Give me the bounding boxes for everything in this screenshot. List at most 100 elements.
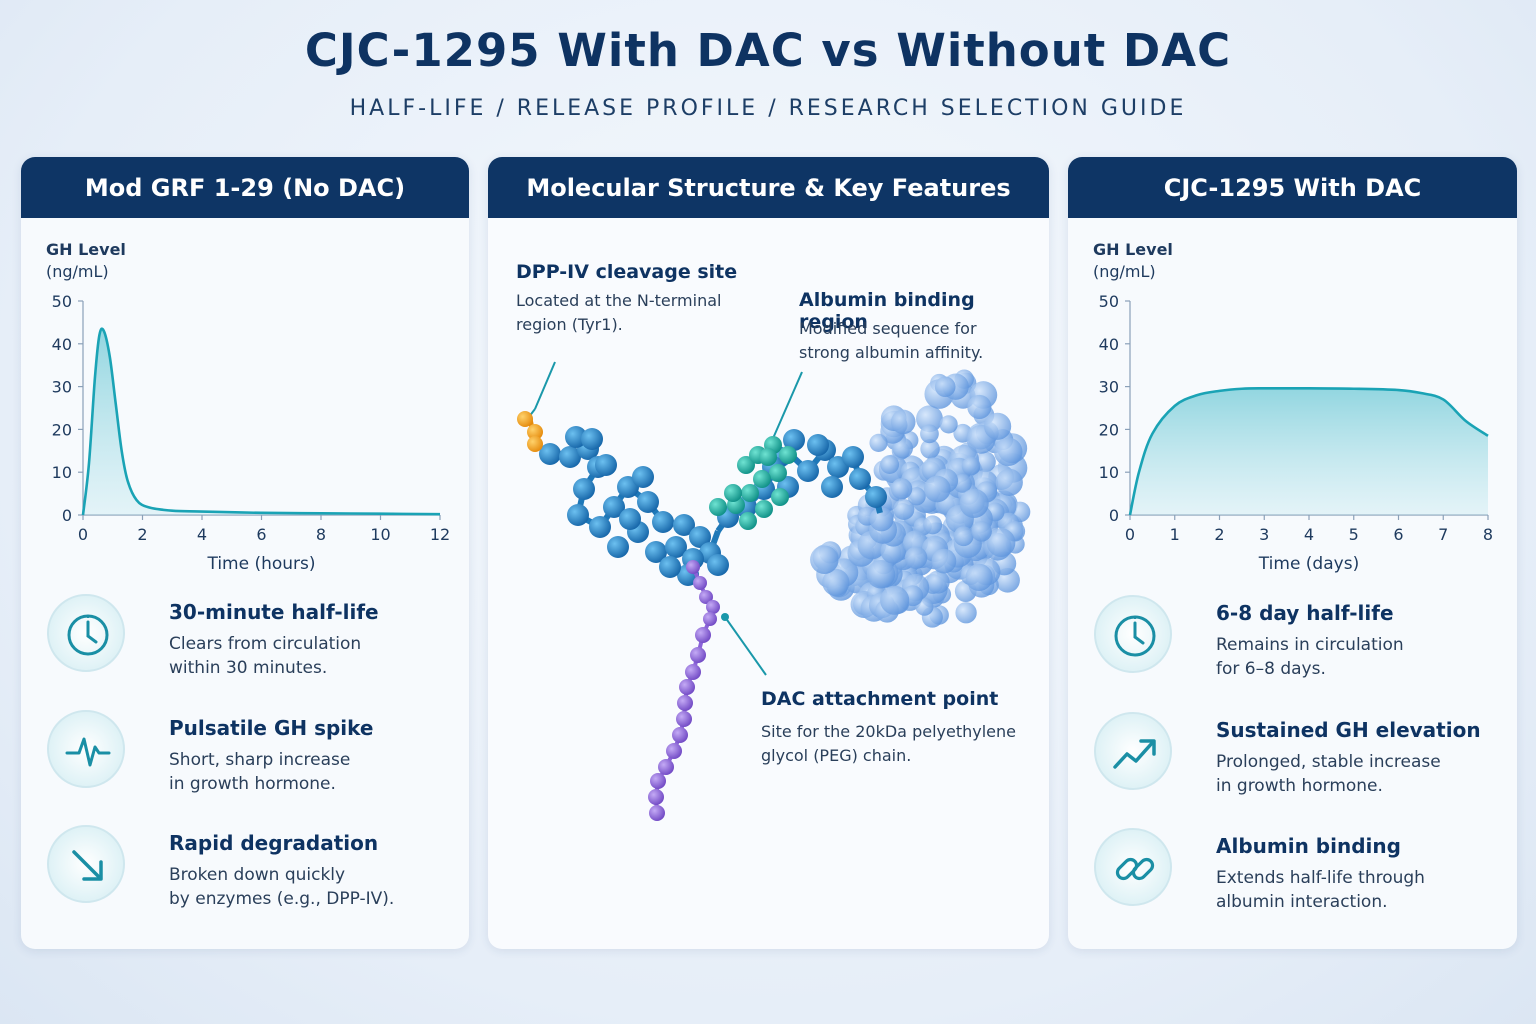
backbone-atom bbox=[865, 486, 887, 508]
cleavage-atom bbox=[527, 436, 543, 452]
backbone-atom bbox=[797, 460, 819, 482]
dpp-annotation-line1: Located at the N-terminal bbox=[516, 291, 722, 310]
backbone-atom bbox=[665, 536, 687, 558]
albumin-sphere bbox=[926, 570, 950, 594]
peg-unit bbox=[649, 805, 665, 821]
albumin-protein bbox=[810, 369, 1031, 628]
clock-icon bbox=[47, 594, 125, 672]
albumin-annotation-title: Albumin binding region bbox=[799, 289, 975, 333]
feature-description-line2: in growth hormone. bbox=[169, 774, 336, 794]
dac-annotation-line2: glycol (PEG) chain. bbox=[761, 746, 912, 765]
albumin-sphere bbox=[923, 475, 951, 503]
peg-unit bbox=[685, 664, 701, 680]
peg-unit bbox=[693, 576, 707, 590]
backbone-atom bbox=[659, 556, 681, 578]
panel-molecule: Molecular Structure & Key Features DPP-I… bbox=[488, 157, 1049, 949]
albumin-sphere bbox=[866, 560, 896, 589]
binding-atom bbox=[737, 456, 755, 474]
albumin-sphere bbox=[893, 498, 915, 520]
albumin-sphere bbox=[967, 394, 992, 420]
backbone-atom bbox=[589, 516, 611, 538]
backbone-atom bbox=[603, 496, 625, 518]
peg-unit bbox=[666, 743, 682, 759]
feature-description-line1: Remains in circulation bbox=[1216, 635, 1404, 655]
annotation-leader-line bbox=[534, 361, 556, 410]
albumin-sphere bbox=[965, 563, 993, 592]
binding-atom bbox=[769, 464, 787, 482]
x-tick-label: 2 bbox=[137, 525, 147, 544]
x-tick-label: 12 bbox=[430, 525, 450, 544]
feature-item: Rapid degradation Broken down quickly by e… bbox=[45, 825, 465, 925]
feature-description: Clears from circulation within 30 minutes… bbox=[169, 632, 469, 680]
albumin-sphere bbox=[822, 568, 850, 597]
backbone-atom bbox=[689, 526, 711, 548]
gh-chart-no-dac: 0 10 20 30 40 50 0 2 4 6 8 10 12 Time (hours) bbox=[52, 292, 451, 574]
dpp-annotation-line2: region (Tyr1). bbox=[516, 315, 623, 334]
x-tick-label: 6 bbox=[1393, 525, 1403, 544]
dac-annotation-title: DAC attachment point bbox=[761, 688, 999, 710]
albumin-sphere bbox=[880, 455, 900, 474]
backbone-atom bbox=[783, 429, 805, 451]
backbone-atom bbox=[595, 454, 617, 476]
y-tick-label: 30 bbox=[52, 378, 72, 397]
backbone-atom bbox=[821, 476, 843, 498]
peg-unit bbox=[703, 612, 717, 626]
backbone-atom bbox=[707, 554, 729, 576]
albumin-sphere bbox=[892, 437, 914, 459]
y-tick-label: 20 bbox=[52, 420, 72, 439]
feature-title: Sustained GH elevation bbox=[1216, 718, 1481, 742]
y-axis-label-unit: (ng/mL) bbox=[1093, 262, 1156, 281]
page-title: CJC-1295 With DAC vs Without DAC bbox=[304, 24, 1232, 77]
link-icon bbox=[1094, 828, 1172, 906]
x-tick-label: 7 bbox=[1438, 525, 1448, 544]
y-tick-label: 50 bbox=[1099, 292, 1119, 311]
binding-atom bbox=[753, 470, 771, 488]
dac-annotation-text: Site for the 20kDa pelyethylene glycol (… bbox=[761, 720, 1016, 768]
feature-description-line2: albumin interaction. bbox=[1216, 892, 1388, 912]
y-axis-label-title: GH Level bbox=[1093, 240, 1173, 259]
albumin-sphere bbox=[955, 602, 977, 624]
y-tick-label: 30 bbox=[1099, 378, 1119, 397]
backbone-atom bbox=[573, 478, 595, 500]
backbone-atom bbox=[673, 514, 695, 536]
backbone-atom bbox=[607, 536, 629, 558]
albumin-sphere bbox=[916, 405, 943, 433]
x-tick-label: 4 bbox=[197, 525, 207, 544]
albumin-binding-segment bbox=[709, 436, 797, 530]
peg-unit bbox=[677, 695, 693, 711]
x-tick-label: 4 bbox=[1304, 525, 1314, 544]
x-tick-label: 8 bbox=[1483, 525, 1493, 544]
feature-title: Pulsatile GH spike bbox=[169, 716, 374, 740]
dac-annotation-line1: Site for the 20kDa pelyethylene bbox=[761, 722, 1016, 741]
feature-item: 30-minute half-life Clears from circulati… bbox=[45, 594, 465, 694]
binding-atom bbox=[759, 448, 777, 466]
albumin-sphere bbox=[939, 415, 958, 434]
y-tick-label: 20 bbox=[1099, 420, 1119, 439]
albumin-sphere bbox=[934, 376, 956, 398]
albumin-sphere bbox=[986, 528, 1016, 557]
binding-atom bbox=[771, 488, 789, 506]
arrow-down-right-icon bbox=[47, 825, 125, 903]
albumin-sphere bbox=[869, 433, 888, 452]
feature-item: 6-8 day half-life Remains in circulation f… bbox=[1092, 595, 1512, 695]
series-line bbox=[81, 327, 441, 516]
cleavage-atom bbox=[517, 411, 533, 427]
feature-title: 6-8 day half-life bbox=[1216, 601, 1394, 625]
backbone-atom bbox=[581, 428, 603, 450]
albumin-sphere bbox=[880, 585, 910, 615]
feature-description-line1: Prolonged, stable increase bbox=[1216, 752, 1441, 772]
x-tick-label: 8 bbox=[316, 525, 326, 544]
albumin-sphere bbox=[869, 507, 894, 532]
peg-unit bbox=[690, 647, 706, 663]
feature-description-line2: within 30 minutes. bbox=[169, 658, 328, 678]
albumin-sphere bbox=[971, 521, 992, 542]
x-tick-label: 5 bbox=[1349, 525, 1359, 544]
peg-unit bbox=[650, 773, 666, 789]
dpp-annotation-title: DPP-IV cleavage site bbox=[516, 261, 738, 283]
y-axis-label-title: GH Level bbox=[46, 240, 126, 259]
gh-chart-with-dac: 0 10 20 30 40 50 0 1 2 3 4 5 6 7 8 Time (days) bbox=[1099, 292, 1493, 574]
panel-no-dac: Mod GRF 1-29 (No DAC) GH Level (ng/mL) 0… bbox=[21, 157, 469, 949]
y-tick-label: 40 bbox=[1099, 335, 1119, 354]
albumin-annotation-line2: strong albumin affinity. bbox=[799, 343, 984, 362]
binding-atom bbox=[741, 484, 759, 502]
